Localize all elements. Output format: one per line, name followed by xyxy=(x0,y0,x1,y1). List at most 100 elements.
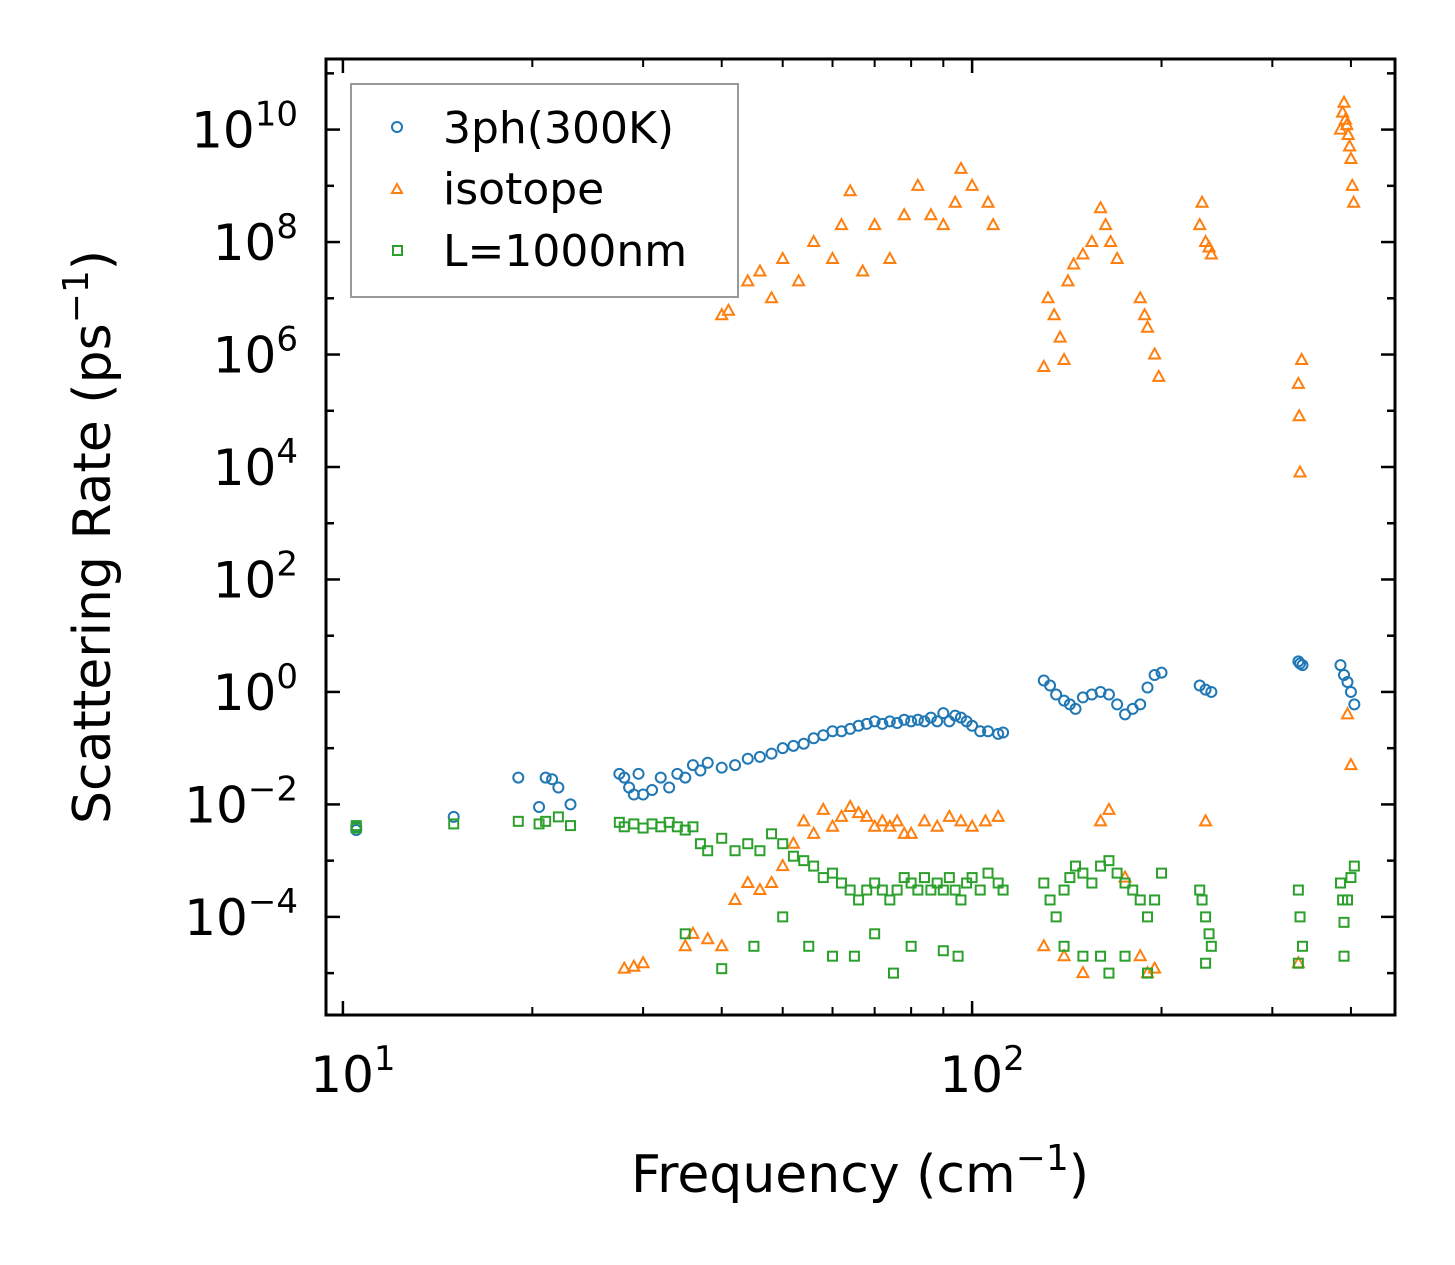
y-tick-label: 1010 xyxy=(191,95,298,160)
point-isotope xyxy=(1093,813,1108,827)
point-isotope xyxy=(855,263,870,277)
legend-label-isotope: isotope xyxy=(443,164,604,215)
point-isotope xyxy=(842,183,858,197)
y-tick-label: 102 xyxy=(213,544,298,609)
point-boundary xyxy=(974,884,986,896)
y-tick-label: 10−2 xyxy=(184,769,298,834)
legend-label-boundary: L=1000nm xyxy=(443,226,687,277)
point-boundary xyxy=(1127,884,1139,896)
point-3ph xyxy=(1344,685,1357,698)
point-isotope xyxy=(1294,351,1309,365)
tick-exponent: 2 xyxy=(276,544,298,584)
point-3ph xyxy=(905,715,918,728)
point-isotope xyxy=(1336,94,1352,108)
point-3ph xyxy=(1294,657,1307,670)
point-isotope xyxy=(764,874,779,889)
point-3ph xyxy=(1050,688,1063,701)
point-isotope xyxy=(910,177,926,191)
point-3ph xyxy=(776,742,789,755)
point-isotope xyxy=(936,217,951,231)
point-isotope xyxy=(903,825,919,839)
point-boundary xyxy=(1196,894,1208,906)
point-isotope xyxy=(1292,464,1308,478)
point-isotope xyxy=(796,813,811,827)
tick-base: 10 xyxy=(213,551,277,609)
point-3ph xyxy=(852,719,865,732)
point-boundary xyxy=(861,884,873,896)
point-isotope xyxy=(834,217,849,231)
point-3ph xyxy=(931,715,944,728)
point-3ph xyxy=(447,810,460,823)
point-boundary xyxy=(350,822,362,834)
point-isotope xyxy=(1084,233,1100,248)
point-isotope xyxy=(1192,217,1207,231)
point-isotope xyxy=(1066,256,1081,270)
point-3ph xyxy=(539,771,552,784)
point-isotope xyxy=(1147,346,1162,360)
point-3ph xyxy=(618,771,631,784)
point-isotope xyxy=(964,818,980,832)
point-3ph xyxy=(765,747,778,760)
point-boundary xyxy=(891,884,903,896)
point-boundary xyxy=(1156,867,1168,879)
point-isotope xyxy=(1056,948,1072,962)
point-boundary xyxy=(966,872,978,884)
point-boundary xyxy=(884,894,896,906)
x-axis-label: Frequency (cm−1) xyxy=(631,1138,1089,1205)
point-3ph xyxy=(564,798,577,811)
point-isotope xyxy=(953,813,969,827)
y-tick-label: 104 xyxy=(213,432,298,497)
point-isotope xyxy=(764,290,779,304)
point-boundary xyxy=(552,811,564,823)
point-boundary xyxy=(1294,911,1306,923)
point-boundary xyxy=(835,877,847,889)
point-isotope xyxy=(980,194,996,208)
point-3ph xyxy=(1069,702,1082,715)
point-3ph xyxy=(1148,669,1161,682)
point-boundary xyxy=(888,967,900,979)
point-3ph xyxy=(729,759,742,772)
point-boundary xyxy=(766,828,778,840)
point-boundary xyxy=(1070,860,1082,872)
point-3ph xyxy=(663,781,676,794)
y-tick-label: 10−4 xyxy=(184,882,298,947)
point-3ph xyxy=(741,752,754,765)
point-isotope xyxy=(978,813,993,827)
point-boundary xyxy=(1058,884,1070,896)
point-3ph xyxy=(937,707,950,720)
point-3ph xyxy=(654,771,667,784)
point-isotope xyxy=(740,874,755,889)
point-3ph xyxy=(679,771,692,784)
point-boundary xyxy=(1142,911,1154,923)
point-boundary xyxy=(565,820,577,832)
point-isotope xyxy=(1340,126,1356,141)
legend: 3ph(300K) isotope L=1000nm xyxy=(350,83,739,298)
point-isotope xyxy=(948,194,963,208)
point-isotope xyxy=(942,808,957,822)
point-boundary xyxy=(716,832,728,844)
point-isotope xyxy=(714,938,729,952)
point-isotope xyxy=(791,273,806,287)
point-isotope xyxy=(1198,813,1213,827)
point-3ph xyxy=(753,750,766,763)
y-tick-label: 106 xyxy=(213,320,298,385)
point-isotope xyxy=(917,813,932,827)
point-isotope xyxy=(1052,329,1068,343)
point-boundary xyxy=(716,963,728,975)
tick-base: 10 xyxy=(184,776,248,834)
point-boundary xyxy=(1103,967,1115,979)
point-isotope xyxy=(1343,757,1359,771)
point-boundary xyxy=(1348,860,1360,872)
point-isotope xyxy=(882,250,898,264)
point-boundary xyxy=(679,928,691,940)
y-tick-label: 108 xyxy=(213,207,298,272)
point-3ph xyxy=(974,725,987,738)
point-boundary xyxy=(925,884,937,896)
point-isotope xyxy=(834,808,849,822)
point-3ph xyxy=(1205,685,1218,698)
point-boundary xyxy=(694,838,706,850)
point-isotope xyxy=(889,813,905,827)
point-boundary xyxy=(1296,940,1308,952)
point-boundary xyxy=(687,821,699,833)
point-boundary xyxy=(1200,957,1212,969)
